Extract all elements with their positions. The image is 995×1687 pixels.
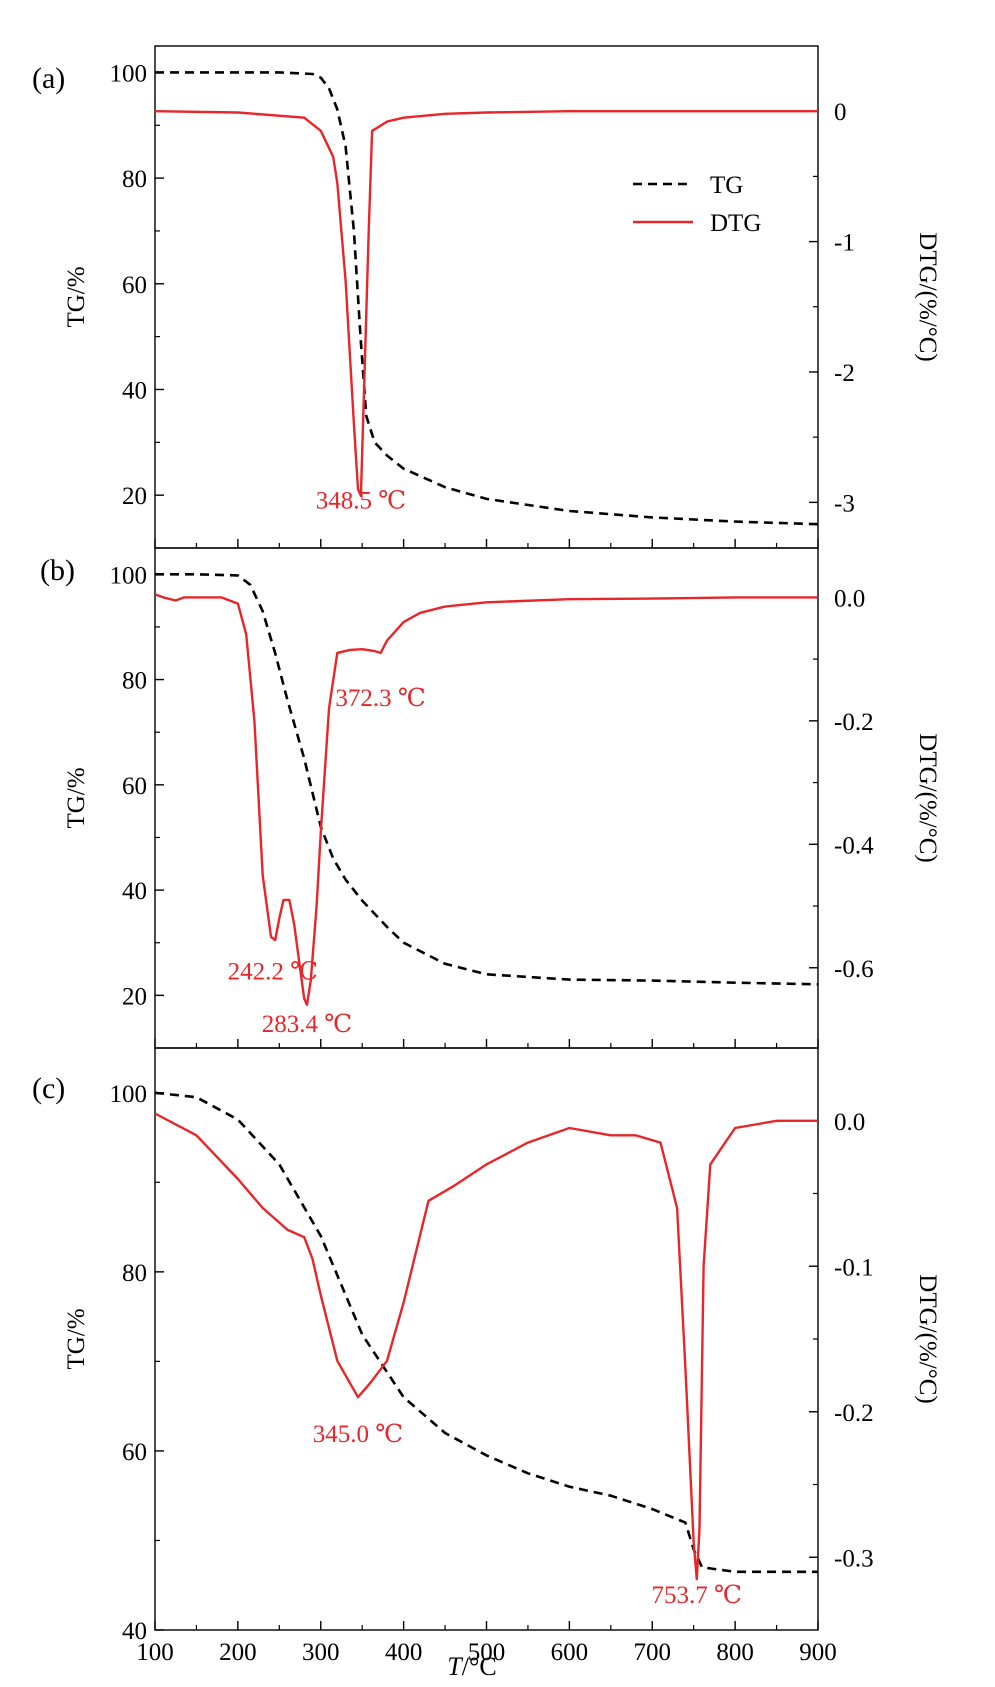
left-y-tick-label: 20 <box>122 983 147 1010</box>
left-y-axis-label: TG/% <box>63 266 90 327</box>
x-tick-label: 600 <box>551 1639 589 1666</box>
x-tick-label: 100 <box>136 1639 174 1666</box>
left-y-tick-label: 100 <box>110 1081 148 1108</box>
left-y-tick-label: 60 <box>122 272 147 299</box>
right-y-tick-label: -3 <box>834 490 855 517</box>
plot-layer: 20 40 60 80 100 -3 -2 -1 0 TG/% DTG/(%/°C) (a) 348.5… <box>32 45 941 1666</box>
x-tick-label: 700 <box>634 1639 672 1666</box>
series-dtg-line <box>154 593 818 1006</box>
right-y-axis-label: DTG/(%/°C) <box>914 1274 941 1403</box>
peak-annotation: 348.5 ℃ <box>316 487 406 514</box>
plot-frame <box>154 1047 819 1631</box>
peak-annotation: 242.2 ℃ <box>228 959 318 986</box>
left-y-axis-label: TG/% <box>63 767 90 828</box>
peak-annotation: 345.0 ℃ <box>313 1421 403 1448</box>
right-y-axis-label: DTG/(%/°C) <box>914 733 941 862</box>
left-y-tick-label: 100 <box>110 562 148 589</box>
left-y-tick-label: 20 <box>122 483 147 510</box>
right-y-tick-label: -0.6 <box>834 956 874 983</box>
panel-label: (b) <box>40 554 75 587</box>
x-axis-label-symbol: T <box>447 1652 463 1681</box>
right-y-tick-label: -1 <box>834 230 855 257</box>
panel-label: (a) <box>32 62 65 95</box>
right-y-tick-label: -0.2 <box>834 1400 874 1427</box>
peak-annotation: 283.4 ℃ <box>262 1011 352 1038</box>
left-y-tick-label: 80 <box>122 166 147 193</box>
right-y-tick-label: -0.4 <box>834 832 874 859</box>
x-tick-label: 400 <box>385 1639 423 1666</box>
series-tg-line <box>155 71 819 526</box>
panel-b: 20 40 60 80 100 -0.6 -0.4 -0.2 0.0 TG/% DTG/(%/°C)… <box>40 547 941 1049</box>
left-y-tick-label: 40 <box>122 878 147 905</box>
right-y-tick-label: -0.1 <box>834 1254 874 1281</box>
left-y-tick-label: 60 <box>122 1439 147 1466</box>
legend-dtg-label: DTG <box>710 210 761 237</box>
x-tick-label: 200 <box>219 1639 257 1666</box>
panel-c: 40 60 80 100 -0.3 -0.2 -0.1 0.0 100 200 300 400 500 6… <box>32 1047 941 1666</box>
legend-tg-label: TG <box>710 172 743 199</box>
right-y-tick-label: -0.2 <box>834 709 874 736</box>
left-y-tick-label: 80 <box>122 1260 147 1287</box>
left-y-axis-label: TG/% <box>63 1308 90 1369</box>
left-y-tick-label: 40 <box>122 1618 147 1645</box>
left-y-tick-label: 100 <box>110 60 148 87</box>
right-y-tick-label: 0 <box>834 99 847 126</box>
x-tick-label: 900 <box>799 1639 837 1666</box>
series-tg-line <box>155 573 819 986</box>
series-dtg-line <box>154 1112 818 1581</box>
left-y-tick-label: 40 <box>122 377 147 404</box>
x-tick-label: 500 <box>468 1639 506 1666</box>
left-y-tick-label: 60 <box>122 773 147 800</box>
left-y-tick-label: 80 <box>122 668 147 695</box>
panel-label: (c) <box>32 1072 65 1105</box>
right-y-axis-label: DTG/(%/°C) <box>914 232 941 361</box>
right-y-tick-label: -0.3 <box>834 1545 874 1572</box>
peak-annotation: 372.3 ℃ <box>335 685 425 712</box>
legend: TG DTG <box>633 172 761 237</box>
x-tick-label: 800 <box>716 1639 754 1666</box>
x-axis-label-unit: /°C <box>462 1652 497 1681</box>
plot-frame <box>154 45 819 549</box>
peak-annotation: 753.7 ℃ <box>652 1582 742 1609</box>
right-y-tick-label: 0.0 <box>834 1109 865 1136</box>
series-dtg-line <box>154 110 818 497</box>
panel-a: 20 40 60 80 100 -3 -2 -1 0 TG/% DTG/(%/°C) (a) 348.5… <box>32 45 941 549</box>
x-tick-label: 300 <box>302 1639 340 1666</box>
right-y-tick-label: -2 <box>834 360 855 387</box>
right-y-tick-label: 0.0 <box>834 585 865 612</box>
x-axis-label: T/°C <box>447 1652 496 1681</box>
